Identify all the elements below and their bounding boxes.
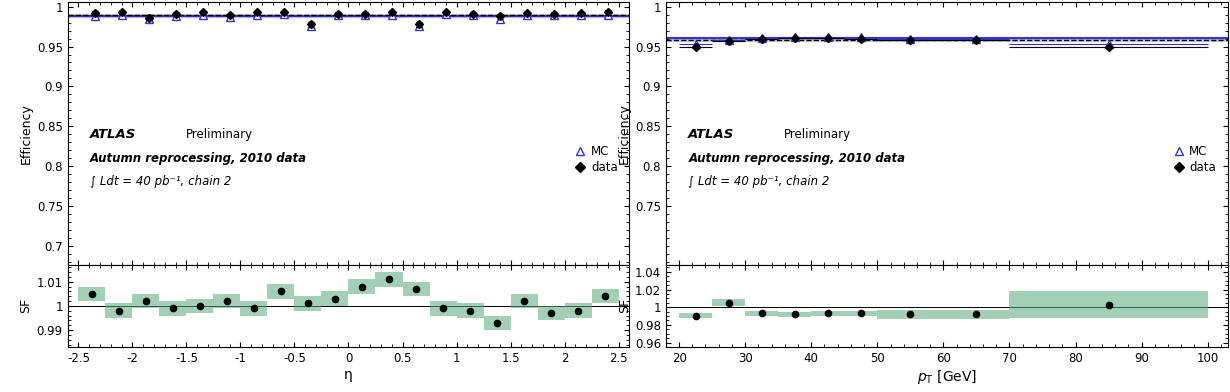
Bar [844, 311, 877, 316]
Text: Autumn reprocessing, 2010 data: Autumn reprocessing, 2010 data [90, 152, 308, 165]
Y-axis label: Efficiency: Efficiency [617, 103, 631, 164]
Text: Autumn reprocessing, 2010 data: Autumn reprocessing, 2010 data [689, 152, 905, 165]
Bar [1010, 291, 1208, 318]
Bar [812, 311, 844, 316]
Bar [79, 287, 106, 301]
Text: ATLAS: ATLAS [90, 128, 137, 141]
Bar [943, 310, 1010, 319]
Y-axis label: SF: SF [20, 298, 32, 314]
Bar [510, 294, 538, 308]
Bar [187, 299, 214, 313]
Bar [321, 291, 348, 306]
Bar [402, 282, 429, 296]
Bar [712, 299, 745, 306]
Bar [241, 301, 267, 316]
Text: Preliminary: Preliminary [784, 128, 851, 141]
Y-axis label: Efficiency: Efficiency [20, 103, 33, 164]
Bar [348, 279, 375, 294]
Text: ∫ Ldt = 40 pb⁻¹, chain 2: ∫ Ldt = 40 pb⁻¹, chain 2 [90, 176, 231, 189]
Bar [214, 294, 241, 308]
Legend: MC, data: MC, data [1173, 145, 1216, 174]
Bar [267, 284, 294, 299]
Bar [538, 306, 565, 320]
Bar [160, 301, 187, 316]
X-axis label: η: η [344, 368, 353, 381]
Text: ∫ Ldt = 40 pb⁻¹, chain 2: ∫ Ldt = 40 pb⁻¹, chain 2 [689, 176, 830, 189]
Bar [456, 303, 483, 318]
Bar [429, 301, 456, 316]
X-axis label: $p_{\rm T}$ [GeV]: $p_{\rm T}$ [GeV] [916, 368, 977, 386]
Bar [106, 303, 133, 318]
Bar [565, 303, 592, 318]
Text: ATLAS: ATLAS [689, 128, 734, 141]
Bar [779, 312, 812, 317]
Bar [877, 310, 943, 319]
Legend: MC, data: MC, data [576, 145, 617, 174]
Y-axis label: SF: SF [617, 298, 631, 314]
Bar [133, 294, 160, 308]
Bar [679, 313, 712, 318]
Bar [483, 316, 510, 330]
Text: Preliminary: Preliminary [186, 128, 252, 141]
Bar [375, 272, 402, 287]
Bar [745, 311, 779, 316]
Bar [592, 289, 619, 303]
Bar [294, 296, 321, 311]
